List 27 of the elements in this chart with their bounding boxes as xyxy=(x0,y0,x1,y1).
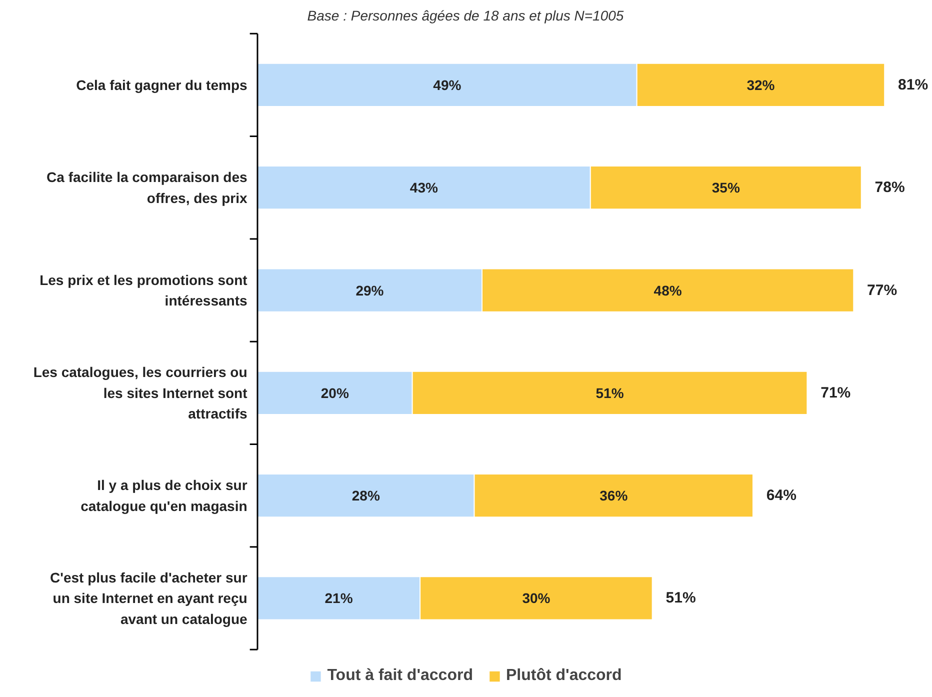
data-label: 35% xyxy=(712,180,740,196)
chart-subtitle: Base : Personnes âgées de 18 ans et plus N=1005 xyxy=(307,8,624,24)
data-label: 43% xyxy=(410,180,439,196)
y-tick-label: Cela fait gagner du temps xyxy=(76,76,248,93)
y-tick-label: Les catalogues, les courriers ou les sites Internet sont attractifs xyxy=(33,364,248,422)
total-label: 64% xyxy=(766,487,796,504)
legend-label: Tout à fait d'accord xyxy=(327,667,473,685)
data-label: 21% xyxy=(324,590,354,606)
total-label: 77% xyxy=(867,282,898,299)
data-label: 48% xyxy=(654,282,682,298)
y-tick-label: Les prix et les promotions sont intéressants xyxy=(40,272,248,309)
total-label: 71% xyxy=(820,384,851,402)
data-label: 30% xyxy=(522,590,551,606)
data-label: 20% xyxy=(320,384,350,401)
y-tick-label: Ca facilite la comparaison des offres, des prix xyxy=(46,169,248,206)
data-label: 36% xyxy=(600,488,628,504)
data-label: 32% xyxy=(746,76,776,93)
total-label: 51% xyxy=(666,590,696,607)
total-label: 78% xyxy=(874,179,905,196)
total-label: 81% xyxy=(898,76,928,94)
y-tick-label: C'est plus facile d'acheter sur un site Internet en ayant reçu avant un catalogue xyxy=(50,569,248,628)
data-label: 29% xyxy=(356,282,384,298)
legend-label: Plutôt d'accord xyxy=(506,667,622,685)
y-tick-label: Il y a plus de choix sur catalogue qu'en magasin xyxy=(80,477,248,514)
data-label: 49% xyxy=(433,76,462,93)
data-label: 51% xyxy=(596,384,624,401)
data-label: 28% xyxy=(352,488,380,504)
